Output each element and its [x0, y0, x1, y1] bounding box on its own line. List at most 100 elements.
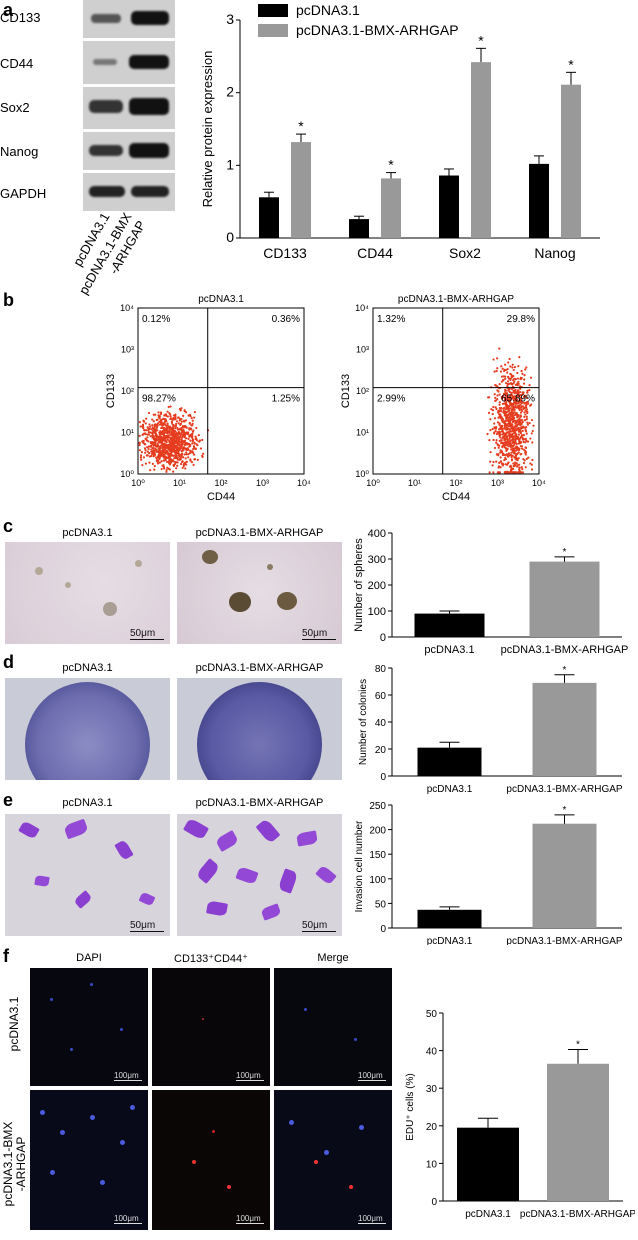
flow-dot: [506, 416, 509, 419]
flow-dot: [499, 456, 502, 459]
flow-dot: [163, 429, 166, 433]
flow-dot: [497, 466, 500, 469]
flow-dot: [522, 395, 526, 399]
flow-dot: [511, 427, 515, 430]
flow-dot: [180, 443, 183, 446]
flow-dot: [517, 430, 521, 433]
flow-dot: [160, 453, 163, 456]
flow-dot: [509, 428, 512, 431]
flow-dot: [138, 441, 141, 444]
flow-dot: [500, 406, 503, 410]
flow-dot: [524, 446, 527, 449]
flow-dot: [510, 458, 514, 461]
flow-dot: [150, 444, 153, 447]
flow-dot: [169, 405, 172, 408]
bar: [457, 1127, 519, 1201]
y-tick-label: 10⁴: [120, 303, 134, 313]
flow-dot: [488, 439, 491, 442]
flow-dot: [526, 391, 529, 394]
y-tick-label: 10²: [356, 386, 369, 396]
x-tick-label: 10³: [256, 478, 269, 488]
flow-dot: [173, 435, 176, 438]
flow-dot: [171, 423, 174, 426]
flow-dot: [502, 369, 506, 373]
flow-dot: [155, 434, 158, 437]
fluo-cd-control: 100μm: [152, 968, 270, 1086]
flow-dot: [161, 430, 164, 433]
flow-dot: [507, 471, 511, 474]
flow-dot: [494, 427, 497, 430]
flow-dot: [183, 453, 186, 456]
flow-dot: [143, 442, 146, 446]
flow-dot: [505, 394, 508, 398]
flow-dot: [502, 410, 505, 414]
flow-dot: [179, 433, 182, 436]
flow-dot: [525, 417, 528, 421]
flow-dot: [148, 431, 152, 434]
flow-dot: [176, 443, 179, 446]
flow-dot: [512, 403, 515, 406]
flow-dot: [147, 429, 150, 432]
flow-dot: [190, 417, 193, 420]
flow-dot: [506, 423, 509, 426]
bar: [561, 84, 581, 238]
flow-dot: [165, 468, 168, 471]
flow-dot: [511, 432, 514, 435]
flow-dot: [509, 418, 512, 421]
flow-dot: [162, 465, 166, 469]
fluo-dapi-control: 100μm: [30, 968, 148, 1086]
flow-dot: [501, 441, 504, 444]
flow-dot: [508, 437, 511, 440]
flow-dot: [165, 431, 168, 434]
flow-dot: [146, 450, 149, 453]
flow-dot: [496, 389, 499, 392]
flow-dot: [508, 390, 511, 394]
flow-dot: [169, 415, 172, 418]
flow-dot: [170, 448, 173, 452]
flow-dot: [511, 407, 515, 410]
category-label: pcDNA3.1-BMX-ARHGAP: [506, 936, 622, 945]
flow-dot: [505, 403, 508, 406]
fluo-cd-treat: 100μm: [152, 1090, 270, 1230]
flow-dot: [180, 445, 183, 448]
flow-dot: [519, 403, 522, 406]
flow-dot: [498, 433, 501, 436]
flow-dot: [489, 451, 492, 454]
flow-dot: [500, 415, 503, 419]
flow-dot: [141, 441, 144, 444]
flow-dot: [511, 366, 514, 369]
flow-dot: [499, 466, 502, 469]
flow-dot: [167, 434, 170, 437]
flow-dot: [529, 462, 532, 465]
flow-dot: [192, 445, 195, 448]
flow-dot: [505, 417, 508, 420]
significance-star: *: [568, 56, 574, 72]
flow-dot: [520, 435, 523, 439]
flow-dot: [525, 366, 528, 369]
f-scale-5: 100μm: [236, 1214, 264, 1224]
flow-dot: [140, 451, 143, 454]
flow-dot: [521, 372, 524, 375]
flow-dot: [503, 388, 507, 391]
legend-swatch-treat: [258, 24, 288, 37]
flow-dot: [161, 426, 164, 429]
flow-dot: [503, 438, 506, 442]
flow-dot: [508, 420, 512, 423]
y-tick-label: 3: [226, 11, 234, 27]
flow-dot: [172, 418, 175, 421]
flow-title: pcDNA3.1-BMX-ARHGAP: [398, 294, 514, 305]
flow-dot: [149, 435, 152, 438]
flow-dot: [160, 450, 163, 453]
flow-dot: [512, 462, 515, 465]
flow-dot: [170, 443, 173, 446]
flow-dot: [498, 347, 501, 350]
flow-dot: [168, 439, 171, 442]
flow-dot: [166, 438, 169, 441]
flow-dot: [519, 387, 522, 391]
x-tick-label: 10³: [491, 478, 504, 488]
flow-dot: [507, 427, 510, 430]
flow-dot: [525, 415, 528, 418]
flow-dot: [174, 461, 177, 464]
category-label: Nanog: [534, 245, 575, 261]
flow-dot: [194, 447, 198, 450]
